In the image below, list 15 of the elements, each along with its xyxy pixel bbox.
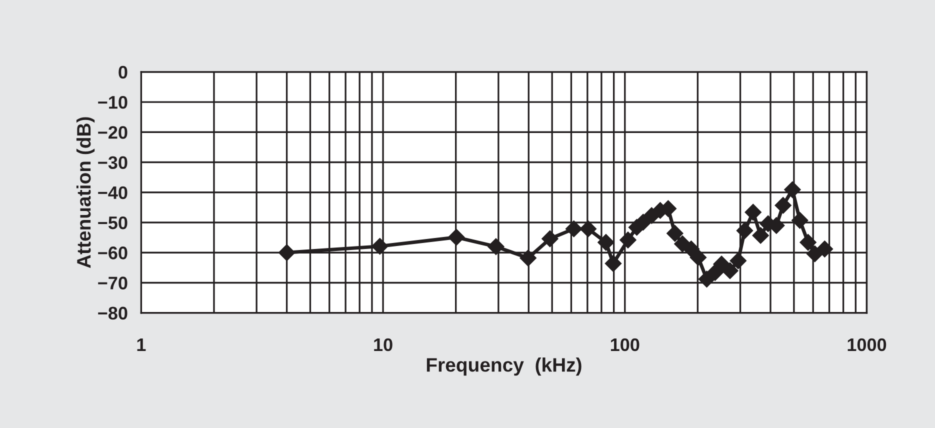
y-axis-title: Attenuation (dB) xyxy=(76,117,95,268)
y-tick-label: −60 xyxy=(98,246,128,260)
y-tick-label: −80 xyxy=(98,306,128,320)
y-tick-label: −70 xyxy=(98,276,128,290)
y-tick-label: −10 xyxy=(98,96,128,109)
x-axis-title: Frequency (kHz) xyxy=(426,357,582,376)
x-tick-label: 10 xyxy=(374,338,392,352)
y-tick-label: −30 xyxy=(98,156,128,170)
y-tick-label: −40 xyxy=(98,186,128,200)
y-tick-label: 0 xyxy=(118,66,128,79)
y-tick-label: −50 xyxy=(98,216,128,230)
x-tick-label: 100 xyxy=(610,338,640,352)
x-tick-label: 1000 xyxy=(848,338,886,352)
y-tick-label: −20 xyxy=(98,126,128,139)
x-tick-label: 1 xyxy=(137,338,146,351)
